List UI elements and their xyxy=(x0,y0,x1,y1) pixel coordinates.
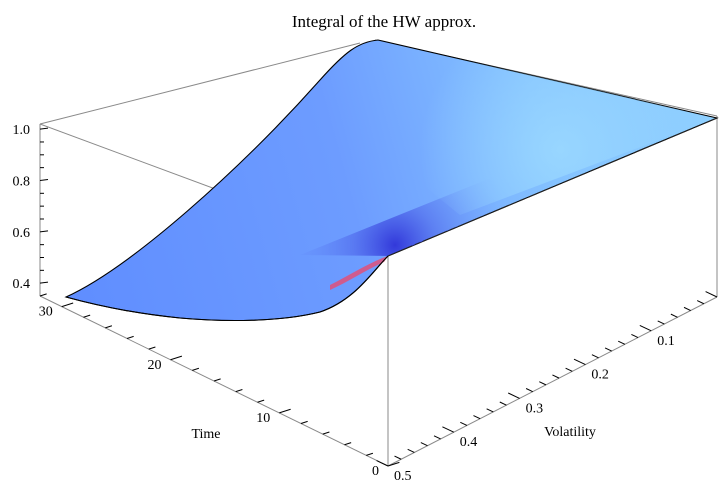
z-tick-mark xyxy=(39,178,49,181)
box-edge-back-left xyxy=(39,42,361,125)
z-tick-mark xyxy=(39,230,49,233)
z-tick-label: 1.0 xyxy=(13,123,31,138)
volatility-tick-mark xyxy=(539,381,547,386)
time-tick-mark xyxy=(387,461,400,467)
volatility-tick-label: 0.2 xyxy=(591,368,609,383)
time-tick-label: 20 xyxy=(148,358,162,373)
volatility-tick-label: 0.1 xyxy=(657,334,675,349)
y-axis-title-time: Time xyxy=(191,427,220,442)
time-tick-mark xyxy=(61,302,74,308)
volatility-tick-mark xyxy=(507,392,520,399)
volatility-tick-mark xyxy=(394,455,402,460)
volatility-tick-mark xyxy=(433,435,441,440)
time-tick-mark xyxy=(322,431,330,435)
volatility-tick-mark xyxy=(376,460,389,467)
time-tick-mark xyxy=(192,367,200,371)
volatility-tick-mark xyxy=(657,320,665,325)
volatility-tick-mark xyxy=(565,367,573,372)
volatility-tick-mark xyxy=(525,388,533,393)
x-axis-title-volatility: Volatility xyxy=(544,425,596,440)
time-tick-mark xyxy=(170,355,183,361)
volatility-tick-mark xyxy=(407,448,415,453)
surface-ridge xyxy=(330,256,388,290)
chart-title: Integral of the HW approx. xyxy=(292,12,476,31)
time-axis-ticks: 0 10 20 30 xyxy=(39,293,400,479)
volatility-tick-mark xyxy=(683,306,691,311)
volatility-tick-mark xyxy=(591,354,599,359)
time-tick-mark xyxy=(105,325,113,329)
z-axis-ticks: 0.4 0.6 0.8 1.0 xyxy=(13,123,49,292)
volatility-tick-mark xyxy=(618,340,626,345)
volatility-tick-label: 0.3 xyxy=(526,401,544,416)
time-tick-mark xyxy=(235,389,243,393)
volatility-tick-mark xyxy=(420,442,428,447)
volatility-tick-mark xyxy=(604,347,612,352)
time-tick-mark xyxy=(148,346,156,350)
volatility-tick-mark xyxy=(499,401,507,406)
box-edge-front-bottom-right xyxy=(387,296,718,467)
volatility-tick-mark xyxy=(705,291,718,298)
volatility-tick-mark xyxy=(460,421,468,426)
time-tick-label: 10 xyxy=(256,411,270,426)
volatility-tick-mark xyxy=(573,358,586,366)
time-tick-mark xyxy=(39,293,47,297)
surface-light-region xyxy=(378,40,717,215)
time-tick-mark xyxy=(344,442,352,446)
surface-front-edge xyxy=(65,255,389,322)
z-tick-mark xyxy=(39,127,49,130)
surface-right-edge xyxy=(387,117,718,257)
time-tick-mark xyxy=(257,399,265,403)
volatility-tick-mark xyxy=(473,415,481,420)
time-tick-mark xyxy=(83,314,91,318)
time-tick-label: 0 xyxy=(372,464,379,479)
volatility-tick-mark xyxy=(631,333,639,339)
volatility-tick-mark xyxy=(486,408,494,413)
volatility-tick-mark xyxy=(552,374,560,379)
volatility-tick-mark xyxy=(442,426,455,433)
z-tick-mark xyxy=(39,281,49,284)
volatility-tick-label: 0.4 xyxy=(460,435,478,450)
volatility-tick-label: 0.5 xyxy=(394,469,412,484)
z-tick-label: 0.4 xyxy=(13,277,31,292)
time-tick-mark xyxy=(300,420,308,424)
volatility-tick-mark xyxy=(696,300,705,305)
time-tick-mark xyxy=(213,378,221,382)
time-tick-mark xyxy=(366,452,374,456)
z-tick-label: 0.6 xyxy=(13,226,31,241)
volatility-tick-mark xyxy=(639,324,652,332)
z-tick-label: 0.8 xyxy=(13,174,31,189)
volatility-tick-mark xyxy=(670,313,678,318)
time-tick-mark xyxy=(279,408,291,414)
time-tick-mark xyxy=(126,335,134,339)
time-tick-label: 30 xyxy=(39,305,53,320)
volatility-axis-ticks: 0.1 0.2 0.3 0.4 0.5 xyxy=(376,291,718,484)
